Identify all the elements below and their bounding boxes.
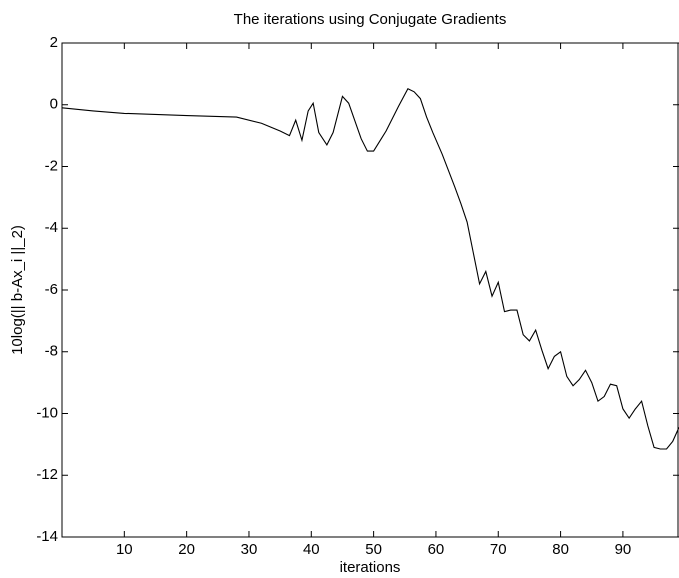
y-tick-label: 0 xyxy=(50,96,58,113)
x-tick-label: 90 xyxy=(615,541,632,558)
x-tick-label: 50 xyxy=(365,541,382,558)
y-tick-label: -2 xyxy=(45,157,58,174)
y-tick-label: -8 xyxy=(45,343,58,360)
chart-title: The iterations using Conjugate Gradients xyxy=(234,11,507,28)
y-axis-label: 10log(|| b-Ax_i ||_2) xyxy=(9,225,26,355)
x-tick-label: 60 xyxy=(428,541,445,558)
x-tick-label: 80 xyxy=(552,541,569,558)
y-tick-label: -10 xyxy=(36,404,58,421)
x-tick-label: 10 xyxy=(116,541,133,558)
y-tick-label: -6 xyxy=(45,281,58,298)
y-tick-label: -12 xyxy=(36,466,58,483)
data-line xyxy=(61,87,679,450)
y-tick-label: 2 xyxy=(50,34,58,51)
y-tick-label: -4 xyxy=(45,219,58,236)
x-tick-label: 70 xyxy=(490,541,507,558)
x-axis-label: iterations xyxy=(340,559,401,576)
x-tick-label: 20 xyxy=(178,541,195,558)
axes-box xyxy=(61,42,679,538)
y-tick-label: -14 xyxy=(36,528,58,545)
x-tick-label: 30 xyxy=(241,541,258,558)
x-tick-label: 40 xyxy=(303,541,320,558)
